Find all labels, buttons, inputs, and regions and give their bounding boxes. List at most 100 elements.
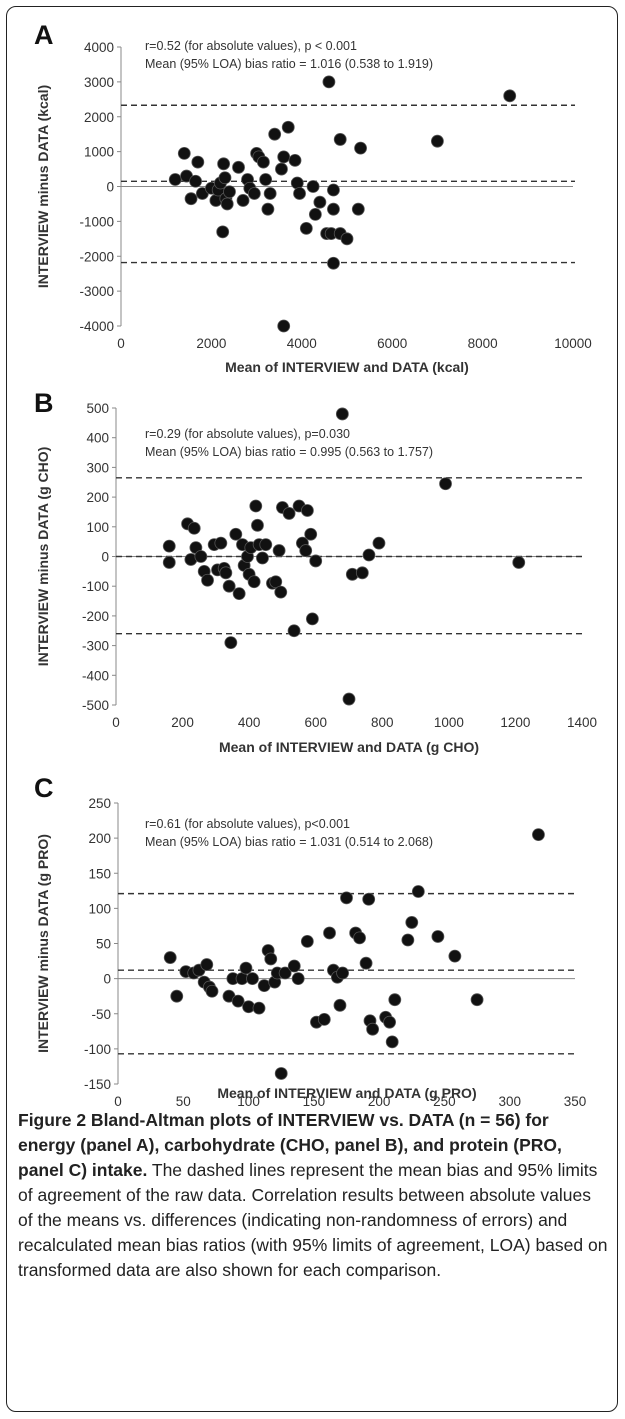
y-tick-label: -4000 <box>79 319 114 334</box>
data-point <box>282 507 296 520</box>
x-tick-label: 1200 <box>500 715 530 730</box>
y-tick-label: 150 <box>88 866 111 881</box>
data-point <box>163 951 177 964</box>
data-point <box>231 994 245 1008</box>
y-tick-label: -100 <box>82 579 109 594</box>
y-tick-label: -300 <box>82 639 109 654</box>
data-point <box>268 127 282 141</box>
y-tick-label: 4000 <box>84 40 114 55</box>
data-point <box>191 155 205 169</box>
data-point <box>291 972 305 986</box>
y-tick-label: 0 <box>101 550 109 565</box>
y-tick-label: 100 <box>86 520 109 535</box>
y-tick-label: 0 <box>103 972 111 987</box>
y-tick-label: 200 <box>86 490 109 505</box>
data-point <box>300 504 314 517</box>
data-point <box>278 966 292 980</box>
data-point <box>327 183 340 197</box>
data-point <box>323 926 336 940</box>
x-tick-label: 2000 <box>196 336 226 351</box>
data-point <box>201 573 214 587</box>
data-point <box>503 89 517 103</box>
stat-annotation: Mean (95% LOA) bias ratio = 1.016 (0.538… <box>145 57 433 71</box>
data-point <box>200 958 214 971</box>
data-point <box>229 527 243 541</box>
x-tick-label: 0 <box>117 336 125 351</box>
y-tick-label: -50 <box>91 1007 111 1022</box>
x-tick-label: 0 <box>114 1094 122 1108</box>
x-tick-label: 100 <box>237 1094 260 1108</box>
y-tick-label: -500 <box>82 698 109 713</box>
data-point <box>340 232 354 246</box>
data-point <box>269 575 283 589</box>
data-point <box>219 566 233 580</box>
figure-frame <box>6 6 618 1412</box>
y-tick-label: 50 <box>96 937 111 952</box>
data-point <box>388 993 402 1007</box>
data-point <box>168 173 182 186</box>
data-point <box>362 892 376 906</box>
data-point <box>275 162 288 176</box>
caption-title: Figure 2 Bland-Altman plots of INTERVIEW… <box>18 1110 562 1180</box>
panel-letter: B <box>34 388 54 418</box>
data-point <box>224 636 238 650</box>
stat-annotation: r=0.29 (for absolute values), p=0.030 <box>145 427 350 441</box>
y-tick-label: -200 <box>82 609 109 624</box>
x-tick-label: 150 <box>303 1094 326 1108</box>
data-point <box>353 931 366 945</box>
y-axis-label: INTERVIEW minus DATA (g CHO) <box>35 447 51 667</box>
data-point <box>401 933 415 947</box>
data-point <box>293 187 306 200</box>
data-point <box>218 171 232 185</box>
x-tick-label: 1400 <box>567 715 597 730</box>
panel-c-chart: C -150 -100 -50 0 50 100 150 200 250 0 50 100 150 200 2… <box>34 773 586 1108</box>
y-tick-label: 400 <box>86 431 109 446</box>
data-point <box>532 828 545 842</box>
data-point <box>300 934 314 948</box>
data-point <box>177 146 191 160</box>
data-point <box>232 587 246 601</box>
x-axis-label: Mean of INTERVIEW and DATA (g CHO) <box>219 739 479 755</box>
stat-annotation: r=0.61 (for absolute values), p<0.001 <box>145 817 350 831</box>
data-point <box>222 579 236 593</box>
data-point <box>327 256 340 270</box>
data-point <box>351 202 365 216</box>
x-tick-label: 800 <box>371 715 394 730</box>
data-point <box>162 539 176 553</box>
data-point <box>299 544 313 557</box>
data-point <box>187 521 201 535</box>
y-tick-label: 2000 <box>84 110 114 125</box>
data-point <box>355 566 369 580</box>
data-point <box>448 949 462 963</box>
data-point <box>290 176 304 190</box>
stat-annotation: r=0.52 (for absolute values), p < 0.001 <box>145 39 357 53</box>
data-point <box>214 536 228 550</box>
data-point <box>333 133 347 146</box>
x-tick-label: 1000 <box>434 715 464 730</box>
data-point <box>288 153 302 167</box>
data-point <box>305 612 319 626</box>
x-axis-label: Mean of INTERVIEW and DATA (g PRO) <box>217 1085 476 1101</box>
data-point <box>340 891 353 905</box>
data-point <box>264 952 278 966</box>
data-point <box>249 499 263 513</box>
x-tick-label: 6000 <box>377 336 407 351</box>
y-tick-label: 100 <box>88 901 111 916</box>
x-tick-label: 200 <box>368 1094 391 1108</box>
data-point <box>306 180 320 193</box>
data-point <box>431 930 445 943</box>
data-point <box>342 692 356 706</box>
y-tick-label: 1000 <box>84 145 114 160</box>
data-point <box>313 195 327 209</box>
caption-body: The dashed lines represent the mean bias… <box>18 1160 608 1280</box>
data-point <box>263 187 277 200</box>
data-point <box>430 134 444 148</box>
data-point <box>232 160 245 174</box>
data-point <box>251 518 264 532</box>
data-point <box>256 155 270 169</box>
data-point <box>247 575 261 589</box>
y-tick-label: -1000 <box>79 214 114 229</box>
data-point <box>223 185 236 199</box>
data-point <box>194 550 208 563</box>
